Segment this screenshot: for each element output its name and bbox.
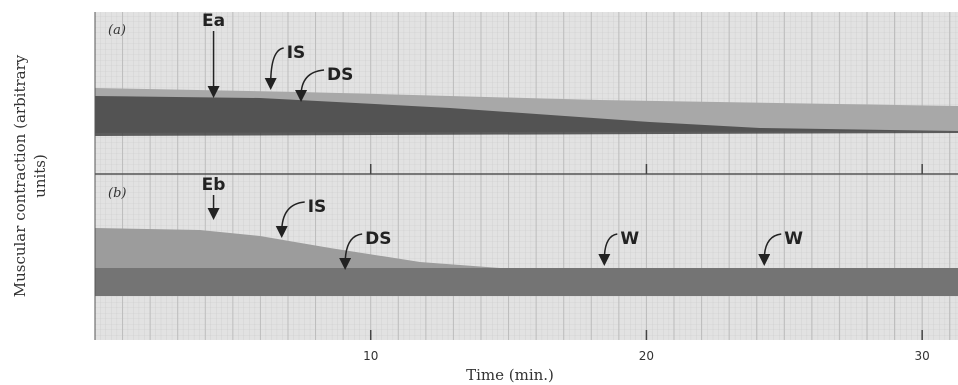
annotation: W: [620, 229, 639, 249]
x-label: Time (min.): [466, 366, 554, 384]
panel-label: (a): [108, 23, 126, 38]
y-label: Muscular contraction (arbitrary: [11, 54, 29, 297]
annotation: IS: [308, 197, 327, 217]
annotation: W: [784, 229, 803, 249]
trace-dark: [95, 268, 958, 296]
annotation: IS: [287, 43, 306, 63]
x-tick-label: 30: [915, 349, 930, 363]
annotation: Ea: [202, 11, 225, 31]
annotation: DS: [327, 65, 353, 85]
panel-label: (b): [108, 186, 126, 201]
page: Muscular contraction (arbitrary units) T…: [0, 0, 958, 385]
annotation: Eb: [202, 175, 226, 195]
annotation: DS: [365, 229, 391, 249]
x-tick-label: 20: [639, 349, 654, 363]
x-tick-label: 10: [363, 349, 378, 363]
chart: Muscular contraction (arbitrary units) T…: [0, 0, 958, 385]
y-label: units): [31, 154, 49, 198]
